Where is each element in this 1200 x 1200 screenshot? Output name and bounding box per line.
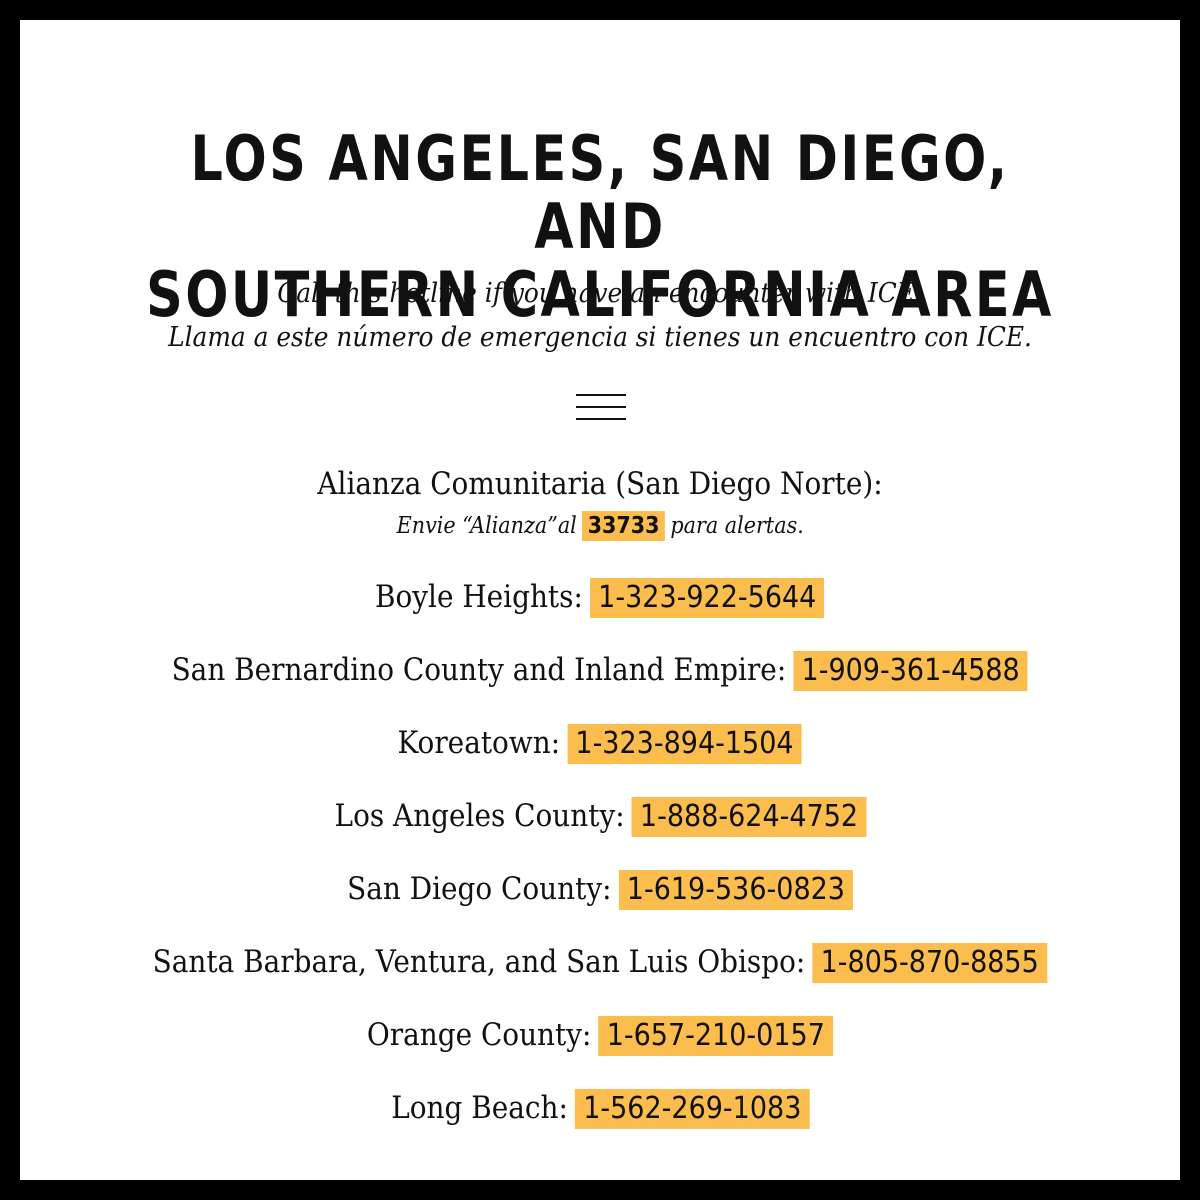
menu-icon (576, 392, 626, 424)
hotline-row: Los Angeles County: 1-888-624-4752 (20, 794, 1180, 838)
hotline-area: Los Angeles County: (334, 798, 625, 834)
hotline-row: Long Beach: 1-562-269-1083 (20, 1086, 1180, 1130)
alianza-instructions: Envie “Alianza”al 33733 para alertas. (20, 508, 1180, 544)
flyer-panel: LOS ANGELES, SAN DIEGO, AND SOUTHERN CAL… (20, 20, 1180, 1180)
hotline-area: San Diego County: (347, 871, 612, 907)
alianza-region: (San Diego Norte): (615, 466, 883, 502)
hotline-phone[interactable]: 1-562-269-1083 (574, 1089, 810, 1129)
hotline-phone[interactable]: 1-909-361-4588 (793, 651, 1029, 691)
hotline-area: Boyle Heights: (375, 579, 584, 615)
hotline-row: San Bernardino County and Inland Empire:… (20, 648, 1180, 692)
hotline-phone[interactable]: 1-805-870-8855 (812, 943, 1048, 983)
hotline-area: Santa Barbara, Ventura, and San Luis Obi… (152, 944, 806, 980)
hotline-row: Santa Barbara, Ventura, and San Luis Obi… (20, 940, 1180, 984)
hotline-row: San Diego County: 1-619-536-0823 (20, 867, 1180, 911)
alianza-sms-code[interactable]: 33733 (581, 511, 665, 541)
hotline-row: Orange County: 1-657-210-0157 (20, 1013, 1180, 1057)
hotline-area: Long Beach: (390, 1090, 568, 1126)
hotline-row: Boyle Heights: 1-323-922-5644 (20, 575, 1180, 619)
subtitle-english: Call this hotline if you have an encount… (277, 278, 923, 309)
hotline-phone[interactable]: 1-323-894-1504 (567, 724, 803, 764)
subtitle-spanish: Llama a este número de emergencia si tie… (168, 322, 1032, 353)
hotline-phone[interactable]: 1-657-210-0157 (598, 1016, 834, 1056)
title-line-2: SOUTHERN CALIFORNIA AREA (146, 258, 1054, 331)
alianza-text-before: Envie “Alianza”al (396, 513, 577, 539)
hotline-area: Koreatown: (397, 725, 561, 761)
title-line-1: LOS ANGELES, SAN DIEGO, AND (190, 122, 1010, 263)
hotline-phone[interactable]: 1-323-922-5644 (590, 578, 825, 618)
alianza-name: Alianza Comunitaria (317, 466, 607, 502)
hotline-phone[interactable]: 1-619-536-0823 (618, 870, 853, 910)
hotline-phone[interactable]: 1-888-624-4752 (631, 797, 866, 837)
hotline-row: Koreatown: 1-323-894-1504 (20, 721, 1180, 765)
page-title: LOS ANGELES, SAN DIEGO, AND SOUTHERN CAL… (124, 125, 1075, 329)
hotline-area: San Bernardino County and Inland Empire: (171, 652, 787, 688)
hotline-area: Orange County: (366, 1017, 592, 1053)
alianza-heading: Alianza Comunitaria (San Diego Norte): (20, 462, 1180, 506)
alianza-text-after: para alertas. (670, 513, 804, 539)
